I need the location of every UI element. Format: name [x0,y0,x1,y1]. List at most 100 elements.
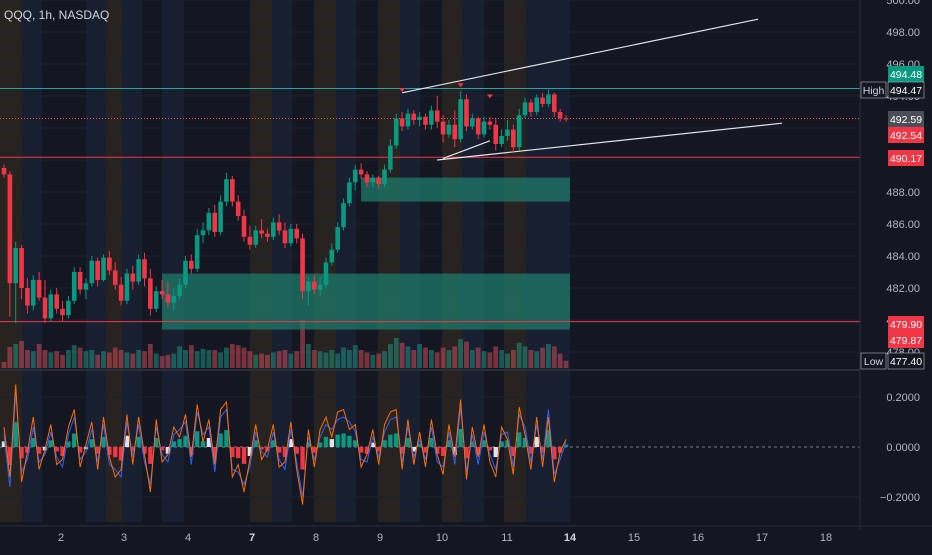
volume-bar [352,345,358,368]
candle-body [446,124,452,135]
demand-zone [361,177,570,202]
symbol-title: QQQ, 1h, NASDAQ [4,8,110,22]
price-label-tag: High [863,85,885,97]
candle-body [475,118,481,135]
candle-body [282,230,288,244]
candle-body [499,136,504,144]
volume-bar [387,344,393,368]
oscillator-histogram-bar [534,436,539,447]
channel-upper-line [401,18,759,94]
candle-body [48,294,54,319]
time-tick-label: 3 [121,532,127,544]
time-tick-label: 7 [249,532,255,544]
price-tick-label: 486.00 [886,219,920,231]
candle-body [77,272,83,290]
candle-body [505,129,510,136]
volume-bar [540,347,545,368]
candle-body [364,174,370,183]
signal-marker [486,94,493,99]
oscillator-histogram-bar [241,447,247,464]
volume-bar [224,347,229,368]
price-label-value: 477.40 [890,356,922,368]
candle-body [440,121,446,135]
oscillator-histogram-bar [405,438,411,447]
volume-bar [493,346,499,368]
candle-body [71,272,77,301]
volume-bar [300,320,305,368]
volume-bar [19,341,24,368]
oscillator-histogram-bar [481,440,487,447]
candle-body [66,300,71,316]
volume-bar [247,351,253,368]
candle-body [382,169,387,184]
volume-bar [95,354,101,368]
price-tick-label: 484.00 [886,251,920,263]
candle-body [329,249,335,263]
oscillator-histogram-bar [528,447,534,454]
volume-bar [171,353,177,368]
volume-bar [265,354,270,368]
oscillator-histogram-bar [224,430,229,447]
candle-body [241,216,247,237]
oscillator-histogram-bar [516,432,522,447]
volume-bar [510,350,516,368]
price-label-box [887,352,925,370]
volume-bar [399,342,405,368]
oscillator-histogram-bar [66,441,71,447]
time-tick-label: 18 [820,532,832,544]
candle-body [189,260,194,269]
session-band [162,0,184,522]
oscillator-histogram-bar [522,438,528,447]
volume-bar [329,350,335,368]
volume-bar [194,351,200,368]
candle-body [253,230,259,245]
price-label-box [888,127,924,143]
candle-body [36,280,42,298]
oscillator-histogram-bar [118,447,124,461]
session-band [122,0,142,522]
candle-body [464,99,469,127]
candle-body [136,259,141,282]
candle-body [551,94,557,112]
volume-bar [30,351,36,368]
session-band [526,0,546,522]
oscillator-histogram-bar [1,441,7,447]
oscillator-tick-label: 0.2000 [886,392,920,404]
candle-body [235,201,241,216]
candle-body [60,308,65,316]
volume-bar [241,347,247,368]
volume-bar [60,354,65,368]
oscillator-histogram-bar [276,447,282,453]
oscillator-histogram-bar [171,441,176,447]
session-band [106,0,122,522]
candle-body [370,177,376,183]
oscillator-tick-label: 0.0000 [886,442,920,454]
volume-bar [370,354,376,368]
volume-bar [469,350,475,368]
oscillator-histogram-bar [136,436,141,447]
candle-body [54,294,59,309]
time-tick-label: 2 [58,532,64,544]
demand-zone [162,273,570,330]
candle-body [19,248,24,288]
candle-body [112,270,118,285]
oscillator-histogram-bar [154,438,159,447]
volume-bar [563,360,569,368]
candle-body [522,102,528,116]
oscillator-histogram-bar [288,439,294,447]
time-tick-label: 14 [564,532,577,544]
candle-body [294,228,300,239]
price-label-value: 492.59 [890,114,922,126]
volume-bar [130,353,136,368]
candle-body [358,169,364,175]
oscillator-histogram-bar [335,434,340,447]
volume-bar [142,351,147,368]
oscillator-histogram-bar [364,447,370,454]
candle-body [177,284,182,296]
volume-bar [317,351,323,368]
volume-bar [382,351,387,368]
candle-body [487,121,493,125]
volume-bar [505,353,510,368]
